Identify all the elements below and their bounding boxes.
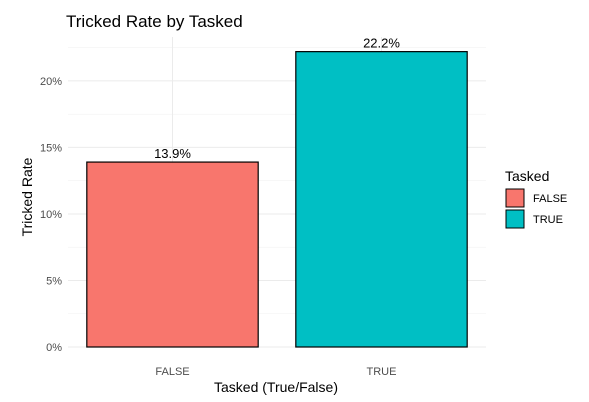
legend-label-true: TRUE	[533, 214, 563, 226]
x-tick-label: FALSE	[155, 366, 189, 378]
y-tick-label: 15%	[40, 142, 62, 154]
y-tick-label: 20%	[40, 76, 62, 88]
data-label-false: 13.9%	[154, 146, 191, 161]
y-tick-label: 10%	[40, 209, 62, 221]
legend-key-true	[505, 209, 525, 229]
bar-false	[86, 161, 259, 348]
x-axis-ticks: FALSE TRUE	[155, 366, 396, 378]
data-labels: 13.9% 22.2%	[154, 36, 400, 161]
bar-true	[295, 51, 468, 348]
y-tick-label: 0%	[46, 342, 62, 354]
legend: Tasked FALSE TRUE	[505, 168, 567, 229]
legend-title: Tasked	[505, 168, 549, 184]
chart-title: Tricked Rate by Tasked	[66, 12, 243, 31]
legend-key-false	[505, 188, 525, 208]
x-axis-title: Tasked (True/False)	[214, 379, 338, 395]
y-axis-ticks: 0% 5% 10% 15% 20%	[40, 76, 62, 354]
y-tick-label: 5%	[46, 275, 62, 287]
y-axis-title: Tricked Rate	[19, 157, 35, 236]
bars	[86, 51, 468, 348]
legend-label-false: FALSE	[533, 193, 567, 205]
data-label-true: 22.2%	[363, 36, 400, 51]
x-tick-label: TRUE	[367, 366, 397, 378]
